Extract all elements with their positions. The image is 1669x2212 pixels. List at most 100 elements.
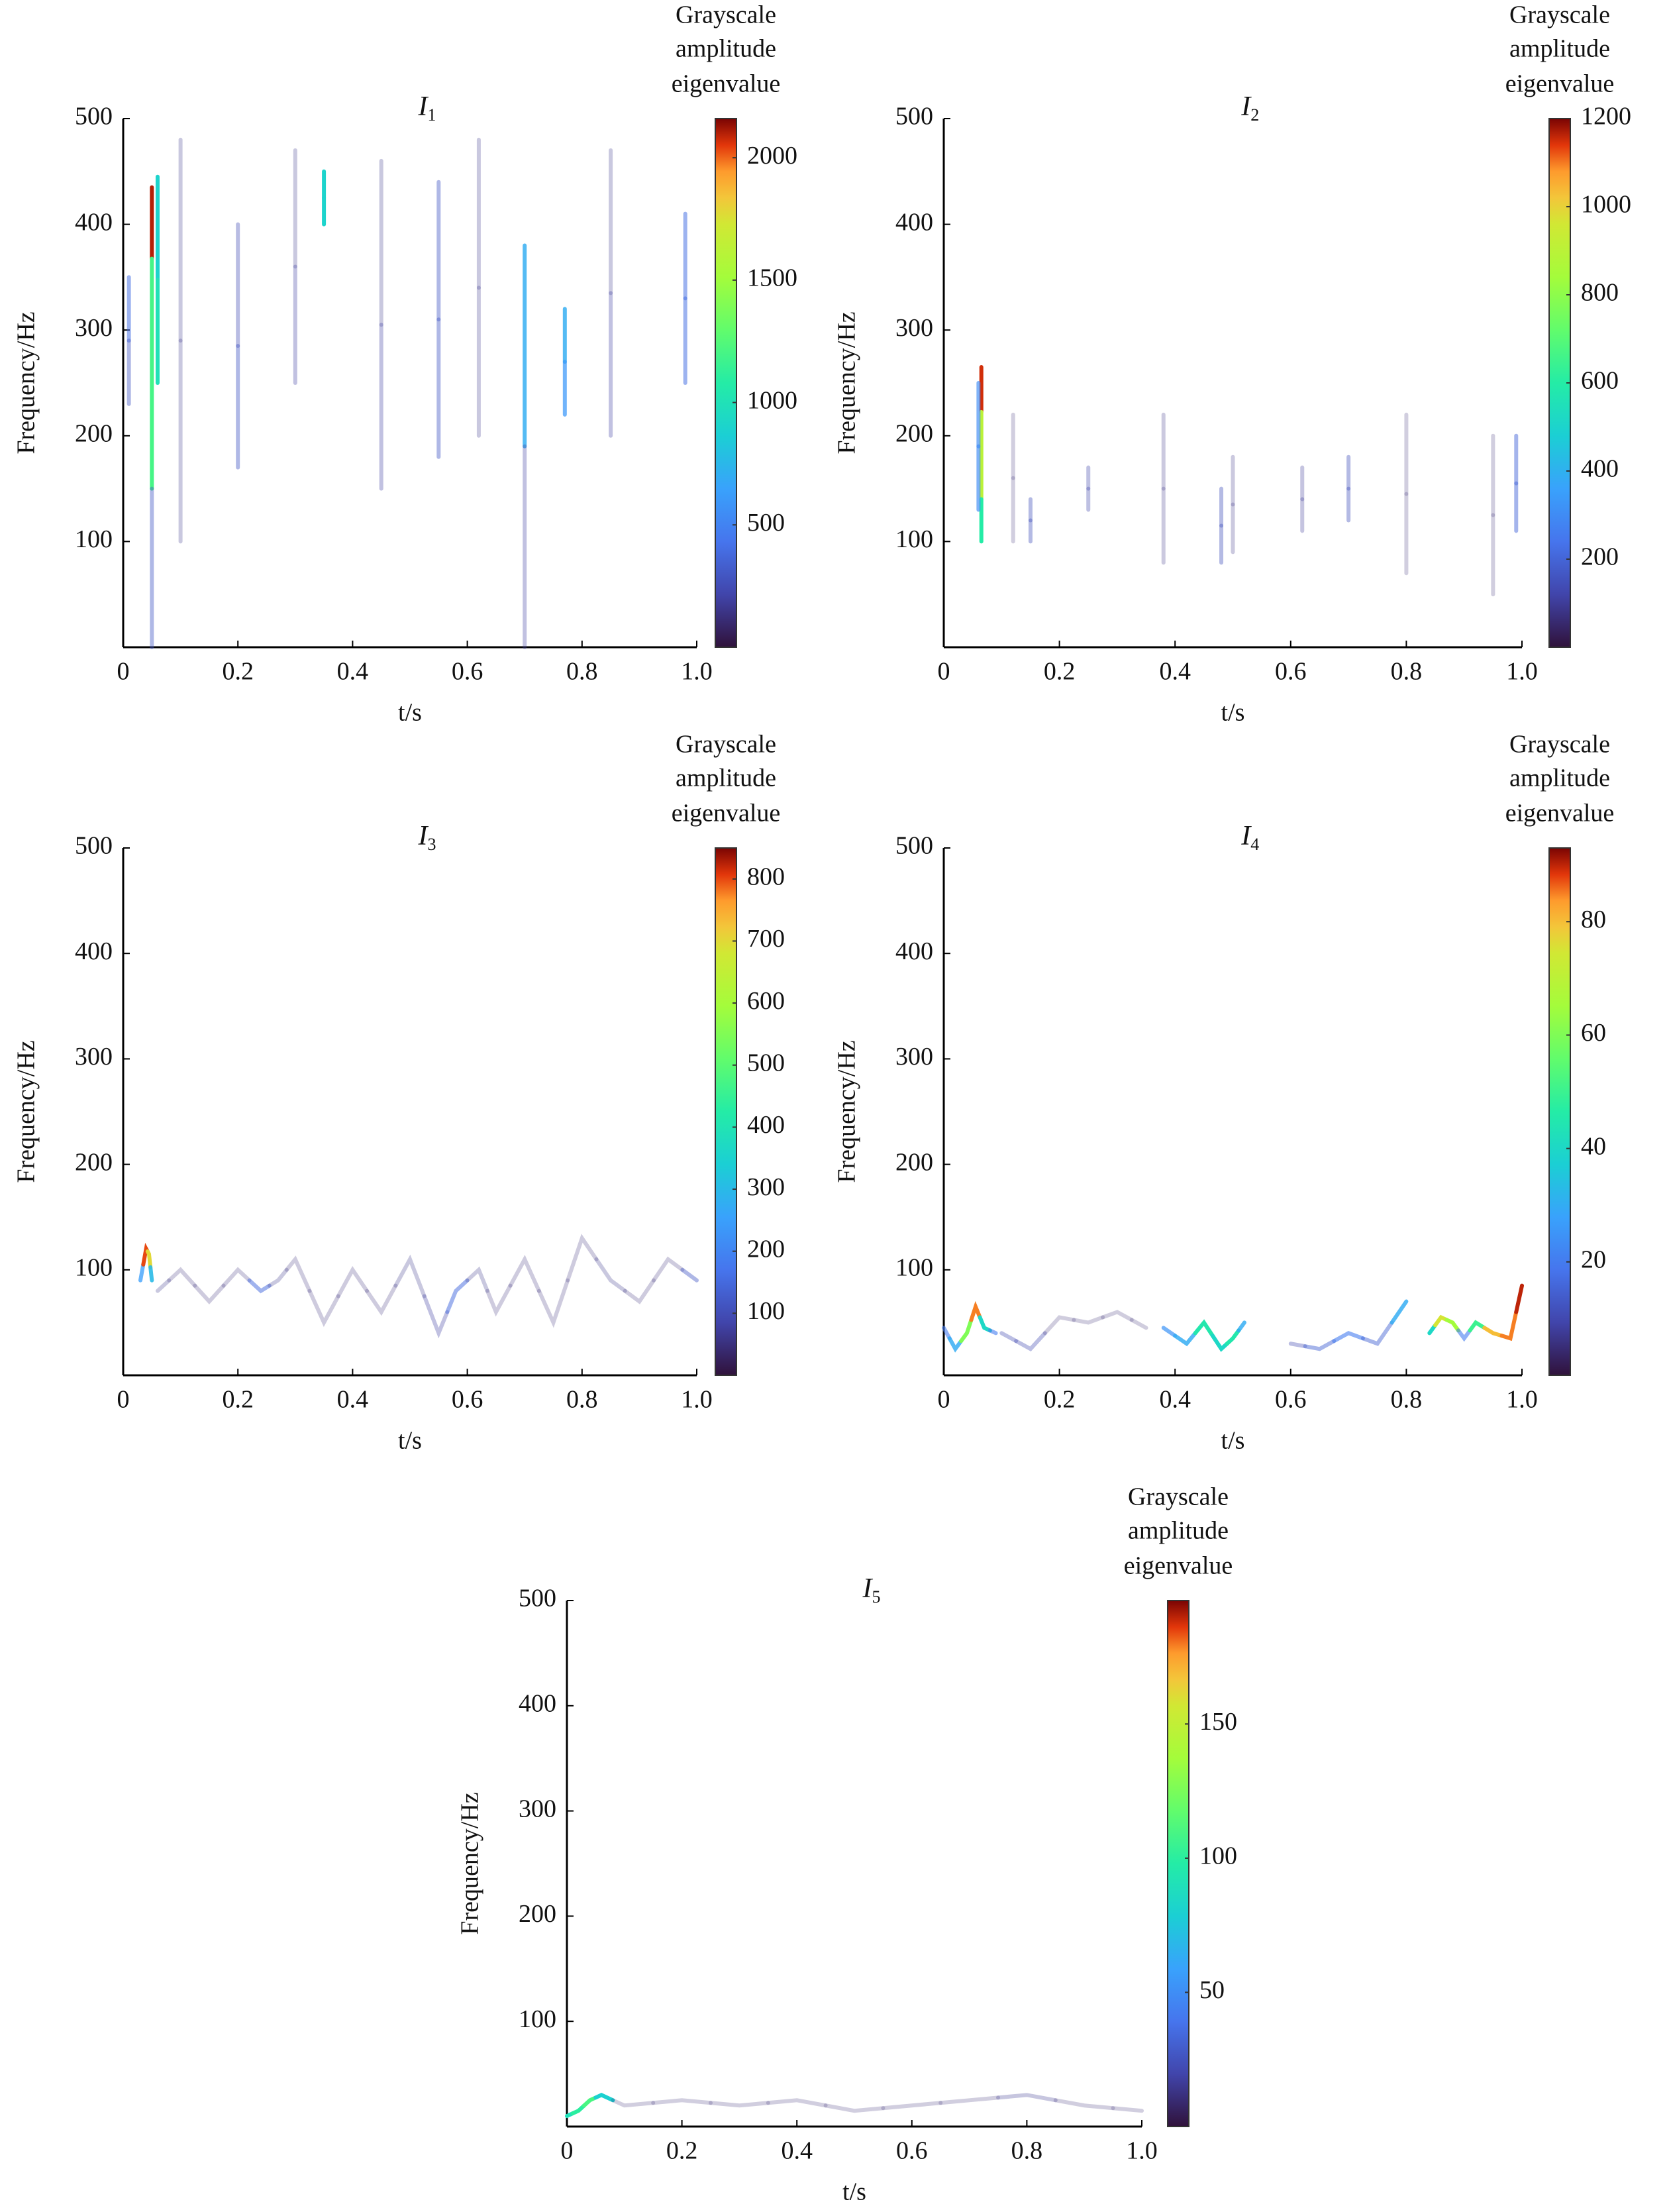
y-tick-label: 100 [895,525,933,553]
colorbar-label: amplitude [1509,764,1610,792]
trace-piece [1042,1315,1076,1336]
colorbar-tick-label: 100 [747,1297,785,1325]
title-main: I [1240,91,1252,122]
x-tick-label: 1.0 [1506,658,1538,686]
trace-piece [1014,1331,1047,1351]
x-tick-label: 0.2 [666,2137,698,2165]
colorbar-label: Grayscale [676,731,776,759]
colorbar-tick-label: 1200 [1581,103,1631,131]
trace-piece [942,1326,952,1341]
y-tick-label: 400 [895,937,933,965]
trace-piece [1360,1320,1394,1346]
trace-piece [959,1318,974,1343]
trace-piece [1225,1328,1241,1346]
y-tick-label: 500 [75,832,113,860]
trace-piece [651,2098,713,2105]
trace-piece [465,1266,489,1293]
title-main: I [862,1573,874,1604]
trace-piece [680,1267,699,1283]
y-tick-label: 300 [895,314,933,342]
trace-piece [969,1300,982,1322]
x-tick-label: 0.8 [566,1386,598,1414]
colorbar-tick-label: 800 [1581,279,1619,307]
y-tick-label: 200 [895,1148,933,1176]
colorbar-label: eigenvalue [672,800,781,827]
colorbar-tick-label: 700 [747,925,785,953]
y-tick-label: 100 [75,1254,113,1282]
colorbar-label: eigenvalue [1505,70,1615,98]
trace-piece [1499,1310,1519,1342]
trace-piece [393,1254,427,1298]
colorbar [1167,1600,1189,2127]
colorbar-label: amplitude [676,764,776,792]
x-tick-label: 0 [938,658,950,686]
y-axis-label: Frequency/Hz [833,311,861,454]
colorbar-label: eigenvalue [672,70,781,98]
colorbar-tick-label: 80 [1581,906,1606,933]
x-axis-label: t/s [1221,1427,1245,1455]
y-tick-label: 300 [75,1043,113,1071]
trace-piece [652,1256,685,1283]
y-tick-label: 200 [75,420,113,448]
trace-piece [193,1283,226,1305]
x-axis-label: t/s [398,1427,422,1455]
trace-piece [987,1328,998,1336]
x-tick-label: 0.4 [337,658,369,686]
x-tick-label: 1.0 [681,658,713,686]
x-tick-label: 0.2 [1044,658,1076,686]
x-tick-label: 0.4 [781,2137,813,2165]
colorbar [715,118,737,648]
panel-title: I2 [1240,91,1259,125]
x-tick-label: 0.8 [1391,1386,1423,1414]
trace-piece [999,1331,1019,1343]
x-tick-label: 0.8 [1391,658,1423,686]
colorbar-tick-label: 20 [1581,1246,1606,1274]
trace-piece [1237,1320,1246,1333]
x-tick-label: 0.6 [1275,1386,1307,1414]
x-tick-label: 0.6 [452,1386,483,1414]
y-axis-label: Frequency/Hz [13,1040,40,1183]
trace-piece [148,1265,154,1283]
colorbar-tick-label: 400 [747,1111,785,1139]
trace-piece [766,2098,828,2108]
colorbar-label: Grayscale [1509,1,1610,29]
trace-piece [167,1267,197,1288]
y-axis-label: Frequency/Hz [456,1792,484,1934]
x-tick-label: 1.0 [1506,1386,1538,1414]
y-tick-label: 300 [75,314,113,342]
colorbar-tick-label: 1000 [1581,191,1631,219]
x-tick-label: 0 [117,1386,130,1414]
trace-piece [611,2098,656,2108]
trace-piece [365,1283,398,1316]
trace-piece [1468,1320,1487,1333]
colorbar [715,847,737,1376]
x-tick-label: 0.6 [1275,658,1307,686]
title-main: I [417,821,429,851]
x-tick-label: 0.8 [1011,2137,1043,2165]
y-tick-label: 200 [895,420,933,448]
trace-piece [1210,1334,1229,1352]
colorbar-tick-label: 150 [1199,1708,1237,1736]
colorbar-tick-label: 50 [1199,1976,1225,2004]
colorbar [1548,847,1571,1376]
title-subscript: 2 [1250,105,1259,125]
trace-piece [593,2093,615,2103]
colorbar-tick-label: 800 [747,863,785,891]
x-tick-label: 1.0 [1126,2137,1158,2165]
title-subscript: 1 [427,105,436,125]
trace-piece [1053,2098,1115,2111]
trace-piece [947,1336,964,1353]
x-tick-label: 0 [561,2137,574,2165]
colorbar-tick-label: 1000 [747,386,797,414]
x-tick-label: 0.2 [1044,1386,1076,1414]
trace-piece [508,1255,541,1293]
y-tick-label: 100 [895,1254,933,1282]
x-tick-label: 0.4 [1159,658,1191,686]
title-subscript: 5 [872,1587,881,1606]
colorbar-tick-label: 300 [747,1173,785,1201]
y-tick-label: 300 [895,1043,933,1071]
trace-piece [1288,1342,1307,1349]
panel-title: I4 [1240,821,1259,854]
y-tick-label: 500 [75,103,113,131]
colorbar-label: amplitude [1509,35,1610,63]
